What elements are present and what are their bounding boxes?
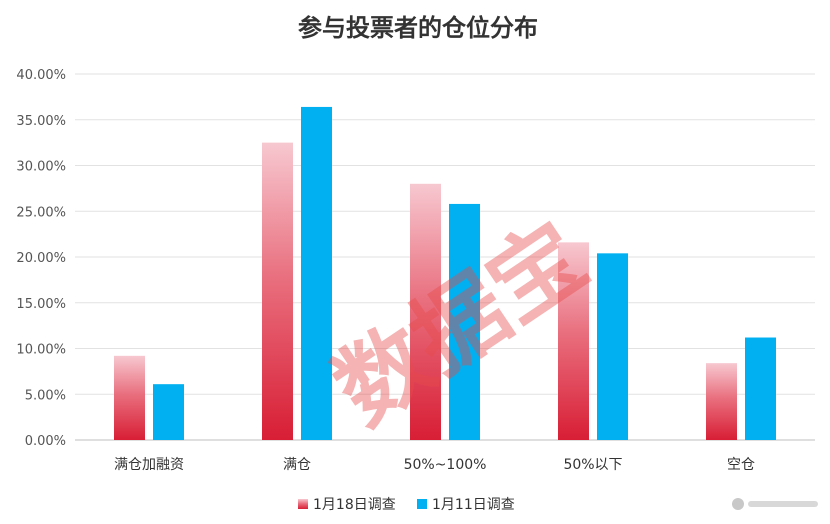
bar-jan18-3 (558, 242, 589, 440)
x-axis-ticks: 满仓加融资 满仓 50%~100% 50%以下 空仓 (114, 457, 755, 473)
bar-jan18-0 (114, 355, 145, 440)
x-tick-label: 空仓 (727, 457, 755, 473)
y-axis-ticks: 0.00% 5.00% 10.00% 15.00% 20.00% 25.00% 30.00%… (16, 68, 66, 449)
legend-swatch (417, 499, 427, 509)
bar-jan11-2 (449, 203, 480, 440)
bar-jan11-1 (301, 106, 332, 440)
bar-jan18-2 (410, 183, 441, 441)
legend-label: 1月11日调查 (432, 497, 515, 513)
y-tick-label: 20.00% (16, 251, 66, 266)
y-tick-label: 15.00% (16, 297, 66, 312)
bar-jan18-4 (706, 363, 737, 440)
x-tick-label: 50%以下 (563, 457, 622, 473)
gridlines (75, 73, 815, 441)
y-tick-label: 25.00% (16, 205, 66, 220)
legend-swatch (298, 499, 308, 509)
y-tick-label: 5.00% (25, 388, 66, 403)
y-tick-label: 30.00% (16, 160, 66, 175)
bar-jan11-3 (597, 253, 628, 440)
y-tick-label: 35.00% (16, 114, 66, 129)
bars (114, 106, 776, 441)
y-tick-label: 10.00% (16, 343, 66, 358)
chart-title: 参与投票者的仓位分布 (298, 13, 538, 42)
x-tick-label: 满仓 (283, 457, 311, 473)
y-tick-label: 0.00% (25, 434, 66, 449)
weibo-watermark-icon (732, 498, 818, 510)
x-tick-label: 50%~100% (404, 457, 487, 473)
bar-jan11-0 (153, 384, 184, 440)
legend-label: 1月18日调查 (313, 497, 396, 513)
bar-jan11-4 (745, 337, 776, 440)
legend: 1月18日调查 1月11日调查 (298, 497, 515, 513)
y-tick-label: 40.00% (16, 68, 66, 83)
bar-jan18-1 (262, 142, 293, 440)
x-tick-label: 满仓加融资 (114, 457, 184, 473)
